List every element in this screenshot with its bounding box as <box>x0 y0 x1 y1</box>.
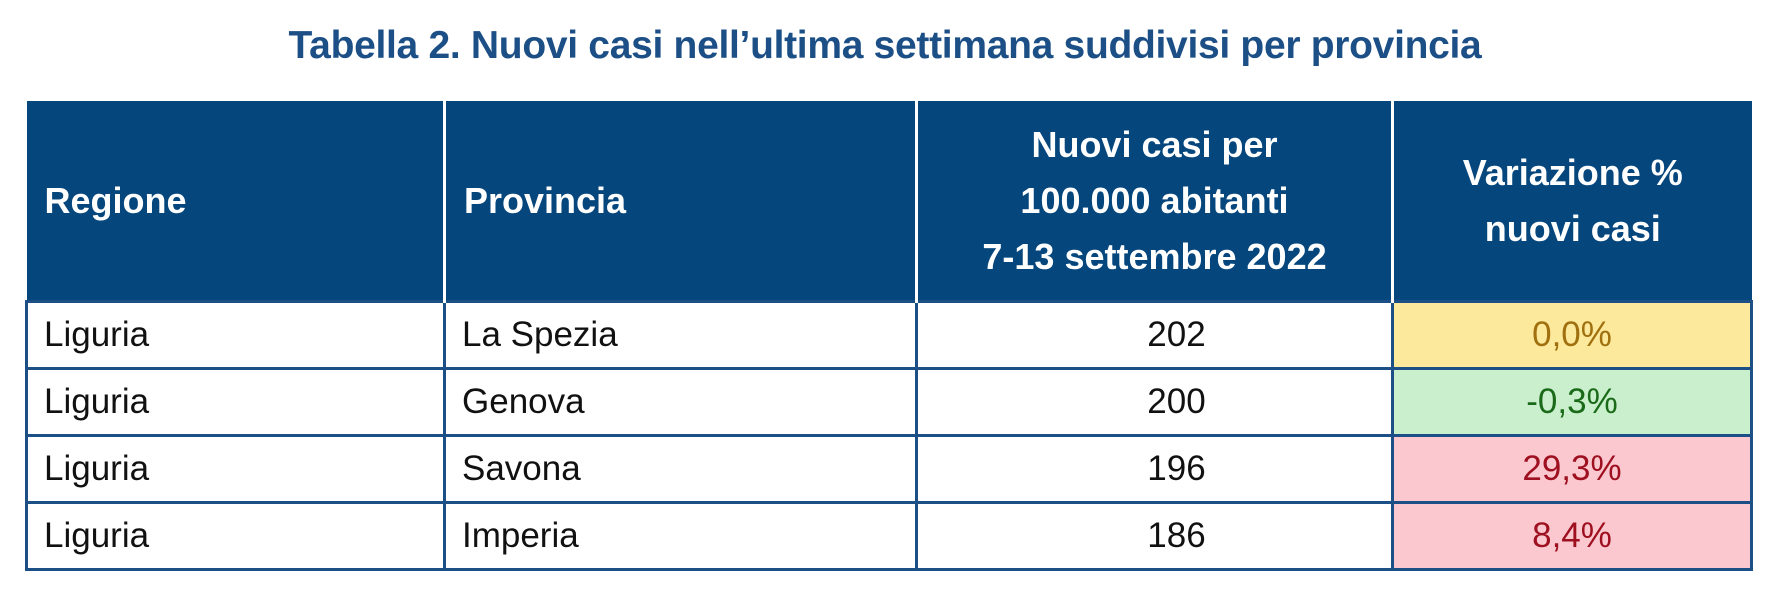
header-line: 100.000 abitanti <box>1020 179 1289 221</box>
table-cell: 186 <box>915 501 1394 571</box>
table-row: Liguria Genova 200 -0,3% <box>25 367 1753 437</box>
table-cell: 196 <box>915 434 1394 504</box>
table-cell: Liguria <box>25 434 446 504</box>
header-line: nuovi casi <box>1484 207 1661 249</box>
header-line: Variazione % <box>1462 151 1683 193</box>
data-table: Regione Provincia Nuovi casi per 100.000… <box>25 101 1753 571</box>
table-cell: 202 <box>915 300 1394 370</box>
table-cell: Liguria <box>25 300 446 370</box>
table-cell: -0,3% <box>1391 367 1753 437</box>
header-cell: Regione <box>26 101 445 302</box>
header-cell: Provincia <box>443 101 917 302</box>
table-cell: Savona <box>443 434 918 504</box>
table-cell: 0,0% <box>1391 300 1753 370</box>
table-row: Liguria Savona 196 29,3% <box>25 434 1753 504</box>
table-row: Liguria La Spezia 202 0,0% <box>25 300 1753 370</box>
table-row: Liguria Imperia 186 8,4% <box>25 501 1753 571</box>
header-row: Regione Provincia Nuovi casi per 100.000… <box>26 101 1752 302</box>
table-cell: Liguria <box>25 367 446 437</box>
header-line: 7-13 settembre 2022 <box>982 235 1327 277</box>
table-cell: 8,4% <box>1391 501 1753 571</box>
table-cell: Liguria <box>25 501 446 571</box>
header-cell: Nuovi casi per 100.000 abitanti 7-13 set… <box>915 101 1393 302</box>
table-cell: La Spezia <box>443 300 918 370</box>
table-title: Tabella 2. Nuovi casi nell’ultima settim… <box>288 24 1482 67</box>
table-body: Liguria La Spezia 202 0,0% Liguria Genova 200-… <box>25 300 1753 571</box>
header-line: Nuovi casi per <box>1031 123 1278 165</box>
header-cell: Variazione % nuovi casi <box>1391 101 1752 302</box>
table-cell: 200 <box>915 367 1394 437</box>
table-cell: Genova <box>443 367 918 437</box>
table-cell: Imperia <box>443 501 918 571</box>
table-cell: 29,3% <box>1391 434 1753 504</box>
